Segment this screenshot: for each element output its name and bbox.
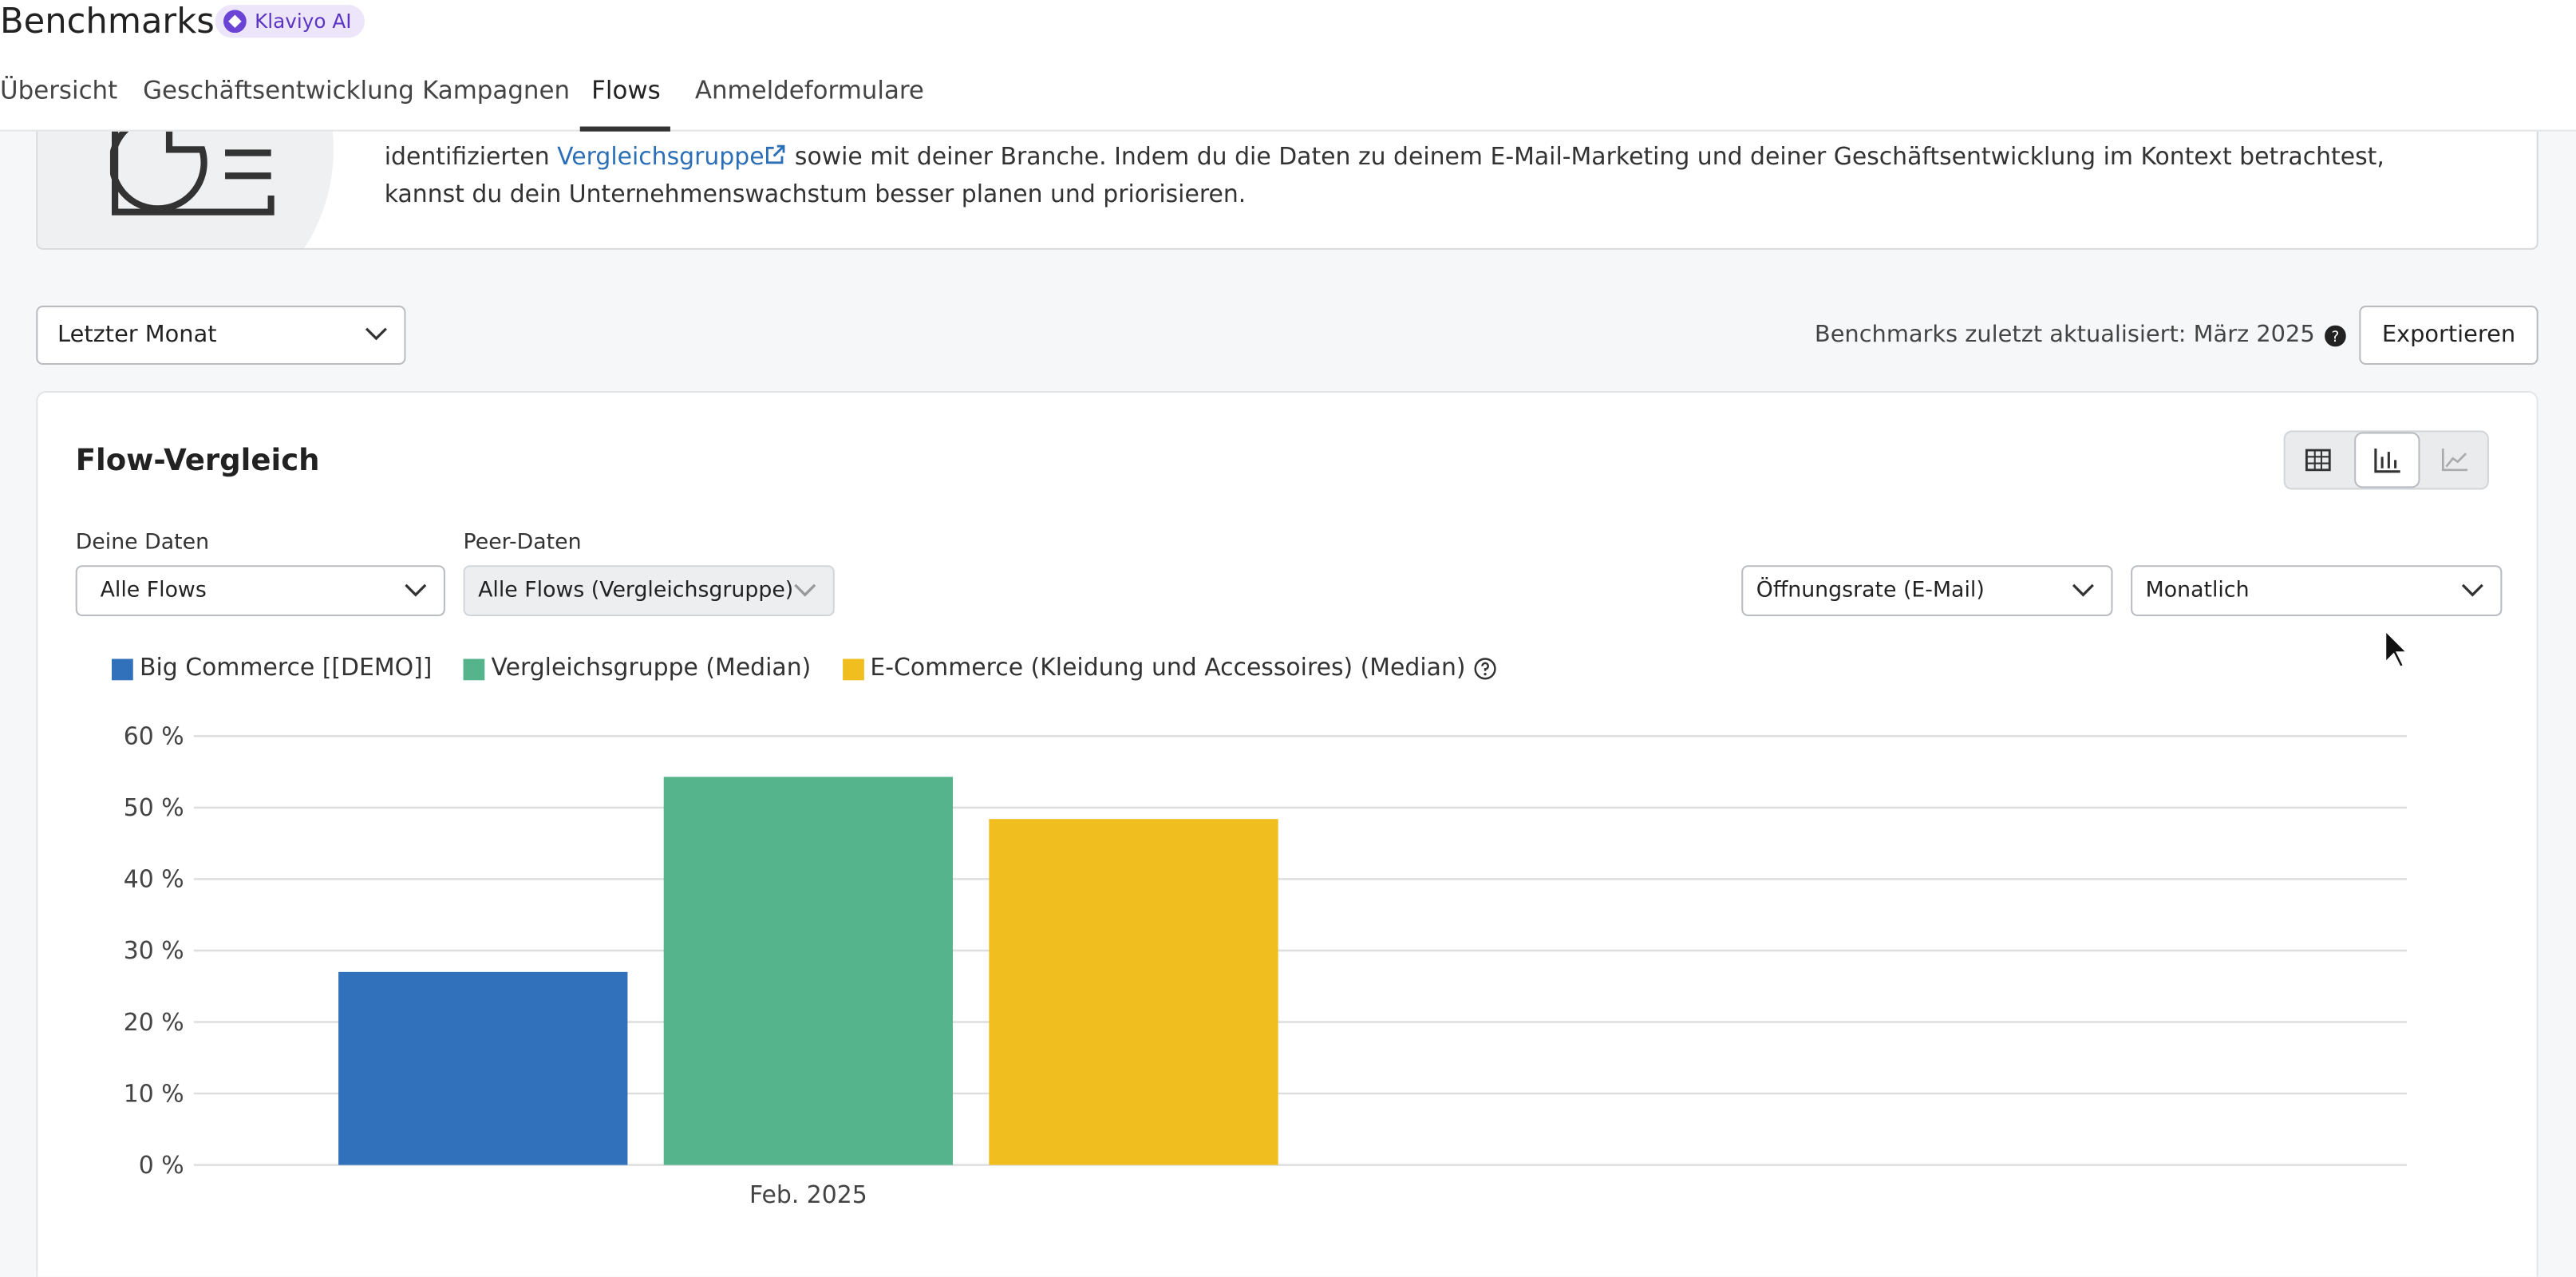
- icon: [109, 117, 275, 215]
- filter-value: Alle Flows: [100, 578, 207, 603]
- header: Benchmarks Klaviyo AI Übersicht Geschäft…: [0, 0, 2576, 132]
- legend-swatch: [842, 658, 864, 680]
- y-tick-label: 10 %: [124, 1080, 184, 1108]
- legend-help[interactable]: [1474, 657, 1497, 680]
- y-tick-label: 40 %: [124, 866, 184, 894]
- view-toggle: [2283, 430, 2489, 490]
- bar: [663, 777, 954, 1165]
- page-title: Benchmarks: [0, 2, 215, 42]
- tab[interactable]: Übersicht: [0, 75, 118, 105]
- y-tick-label: 50 %: [124, 794, 184, 822]
- card-title: Flow-Vergleich: [75, 443, 320, 479]
- legend-swatch: [111, 658, 133, 680]
- period-select[interactable]: Letzter Monat: [36, 305, 406, 366]
- tab-underline: [579, 126, 670, 132]
- legend-item: Big Commerce [[DEMO]]: [111, 655, 433, 682]
- interval-select[interactable]: Monatlich: [2131, 565, 2503, 617]
- bar: [338, 971, 628, 1165]
- updated-text: Benchmarks zuletzt aktualisiert: März 20…: [1814, 322, 2315, 349]
- updated-info: Benchmarks zuletzt aktualisiert: März 20…: [1814, 322, 2346, 349]
- metric-value: Öffnungsrate (E-Mail): [1756, 578, 1985, 603]
- intro-text: identifizierten Vergleichsgruppe sowie m…: [385, 140, 2455, 214]
- interval-value: Monatlich: [2145, 578, 2250, 603]
- y-tick-label: 0 %: [139, 1152, 184, 1180]
- y-tick-label: 60 %: [124, 723, 184, 751]
- svg-text:?: ?: [2332, 328, 2340, 345]
- legend-label: E-Commerce (Kleidung und Accessoires) (M…: [870, 655, 1466, 682]
- y-tick-label: 30 %: [124, 937, 184, 965]
- x-tick-label: Feb. 2025: [749, 1181, 867, 1209]
- chart: 0 % 10 % 20 % 30 % 40 % 50 % 60 % Feb. 2025: [124, 723, 2407, 1209]
- ai-badge-text: Klaviyo AI: [255, 10, 352, 34]
- help-icon[interactable]: ?: [2325, 324, 2346, 346]
- bar-view[interactable]: [2354, 432, 2420, 488]
- filter-select[interactable]: Alle Flows: [75, 565, 445, 617]
- intro-link[interactable]: Vergleichsgruppe: [557, 144, 765, 172]
- legend-label: Vergleichsgruppe (Median): [491, 655, 812, 682]
- tab[interactable]: Kampagnen: [422, 75, 571, 105]
- metric-select[interactable]: Öffnungsrate (E-Mail): [1741, 565, 2113, 617]
- legend-swatch: [463, 658, 485, 680]
- tab[interactable]: Geschäftsentwicklung: [143, 75, 414, 105]
- tab-active[interactable]: Flows: [591, 75, 661, 105]
- legend-item: E-Commerce (Kleidung und Accessoires) (M…: [842, 655, 1466, 682]
- ai-badge: Klaviyo AI: [215, 5, 365, 38]
- filter-label: Deine Daten: [75, 530, 210, 555]
- intro-after: sowie mit deiner Branche. Indem du die D…: [384, 144, 2384, 208]
- external-icon: [766, 144, 785, 164]
- intro-before: identifizierten: [384, 144, 550, 172]
- y-tick-label: 20 %: [124, 1009, 184, 1037]
- export-button[interactable]: Exportieren: [2359, 305, 2538, 366]
- legend-label: Big Commerce [[DEMO]]: [139, 655, 433, 682]
- table-view[interactable]: [2305, 449, 2331, 472]
- filter-value: Alle Flows (Vergleichsgruppe): [478, 578, 794, 603]
- line-view[interactable]: [2441, 449, 2468, 472]
- filter-label: Peer-Daten: [463, 530, 582, 555]
- tab[interactable]: Anmeldeformulare: [694, 75, 924, 105]
- legend: Big Commerce [[DEMO]] Vergleichsgruppe (M…: [111, 655, 1497, 682]
- period-value: Letzter Monat: [57, 322, 217, 349]
- filter-select[interactable]: Alle Flows (Vergleichsgruppe): [463, 565, 835, 617]
- cursor: [2384, 629, 2409, 669]
- legend-item: Vergleichsgruppe (Median): [463, 655, 812, 682]
- bar: [989, 819, 1278, 1165]
